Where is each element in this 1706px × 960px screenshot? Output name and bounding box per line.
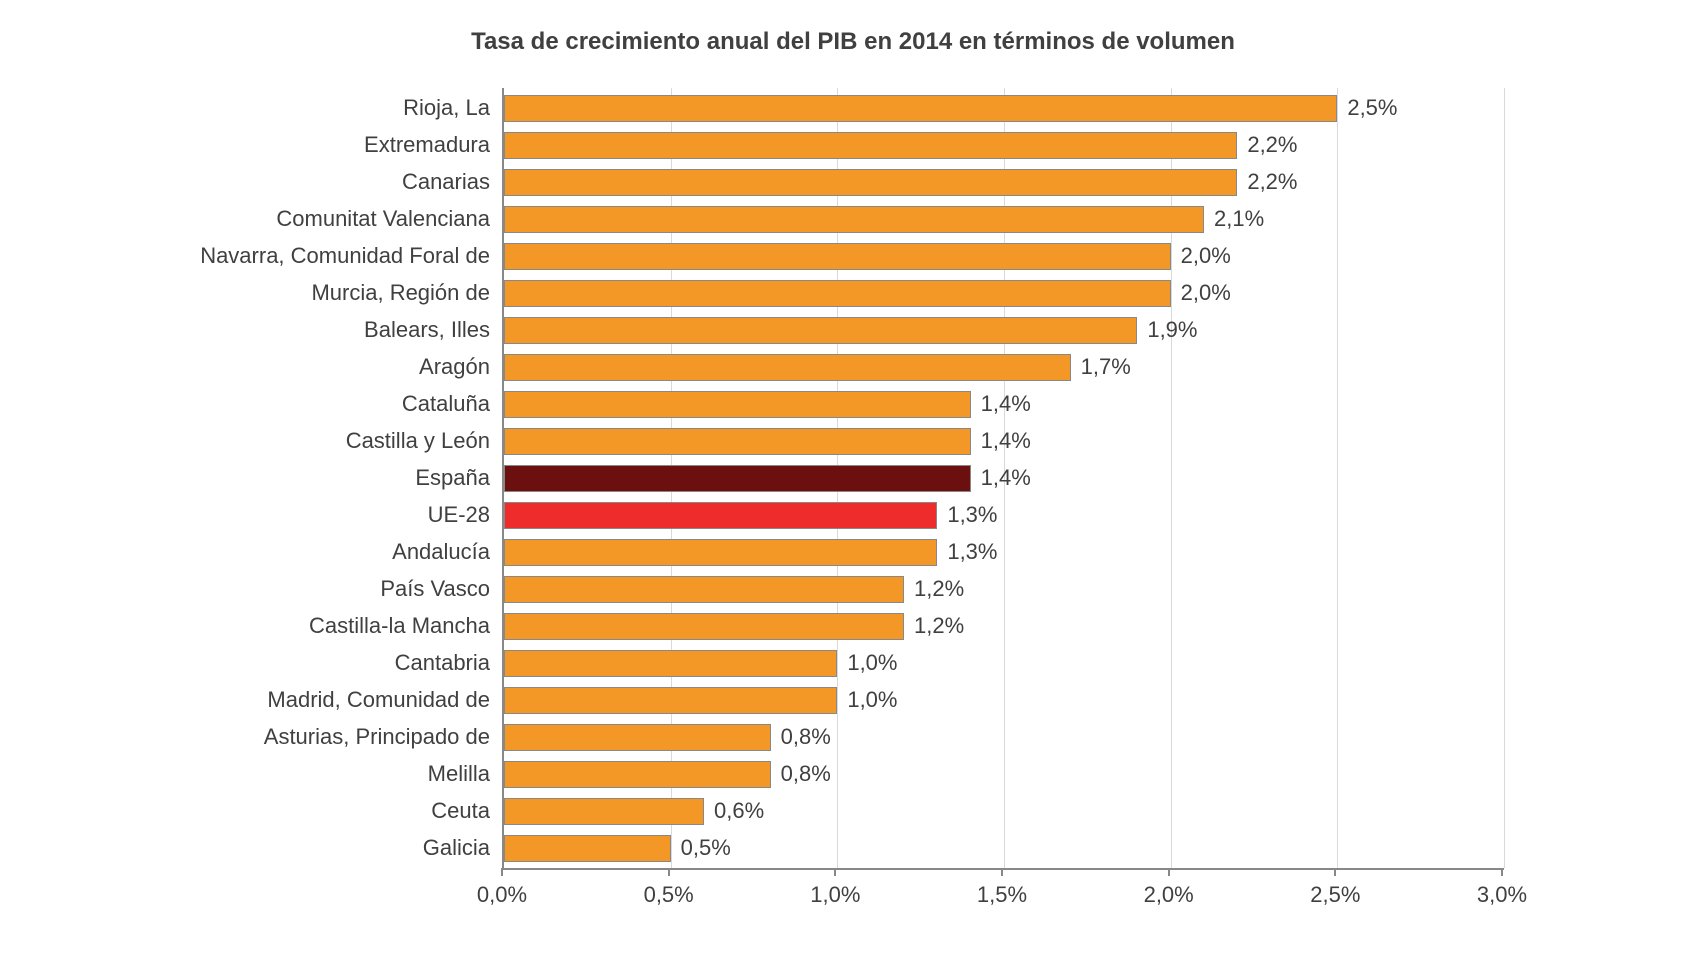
page: Tasa de crecimiento anual del PIB en 201… — [0, 0, 1706, 960]
value-label: 2,2% — [1247, 169, 1297, 195]
category-label: Aragón — [419, 354, 490, 380]
category-label: Canarias — [402, 169, 490, 195]
x-tick-label: 1,5% — [977, 882, 1027, 908]
category-label: Castilla-la Mancha — [309, 613, 490, 639]
value-label: 0,8% — [781, 724, 831, 750]
bar — [504, 354, 1071, 381]
plot-area: 2,5% 2,2% 2,2% 2,1% 2,0% 2,0% 1,9% 1,7% 1,4% 1,4%… — [502, 88, 1504, 870]
bar — [504, 835, 671, 862]
bar — [504, 243, 1171, 270]
category-label: España — [415, 465, 490, 491]
category-label: Andalucía — [392, 539, 490, 565]
category-label: Melilla — [428, 761, 490, 787]
grid-line — [1337, 88, 1338, 868]
grid-line — [1504, 88, 1505, 868]
category-label: Ceuta — [431, 798, 490, 824]
category-label: Cataluña — [402, 391, 490, 417]
value-label: 1,3% — [947, 502, 997, 528]
category-label: UE-28 — [428, 502, 490, 528]
bar — [504, 650, 837, 677]
category-label: Castilla y León — [346, 428, 490, 454]
category-label: Extremadura — [364, 132, 490, 158]
category-label: Rioja, La — [403, 95, 490, 121]
x-tick-label: 2,0% — [1144, 882, 1194, 908]
value-label: 2,2% — [1247, 132, 1297, 158]
x-tick-mark — [1001, 868, 1003, 876]
x-tick-mark — [834, 868, 836, 876]
x-tick-label: 1,0% — [810, 882, 860, 908]
value-label: 0,5% — [681, 835, 731, 861]
bar — [504, 465, 971, 492]
x-tick-mark — [668, 868, 670, 876]
value-label: 2,1% — [1214, 206, 1264, 232]
category-label: Balears, Illes — [364, 317, 490, 343]
bar — [504, 724, 771, 751]
bar — [504, 391, 971, 418]
category-label: Galicia — [423, 835, 490, 861]
x-tick-label: 0,0% — [477, 882, 527, 908]
category-label: Murcia, Región de — [311, 280, 490, 306]
bar — [504, 95, 1337, 122]
bar — [504, 317, 1137, 344]
value-label: 2,5% — [1347, 95, 1397, 121]
bar — [504, 613, 904, 640]
category-label: País Vasco — [380, 576, 490, 602]
category-label: Comunitat Valenciana — [276, 206, 490, 232]
x-tick-label: 3,0% — [1477, 882, 1527, 908]
x-tick-mark — [1334, 868, 1336, 876]
value-label: 2,0% — [1181, 243, 1231, 269]
bar — [504, 280, 1171, 307]
bar — [504, 576, 904, 603]
chart-title: Tasa de crecimiento anual del PIB en 201… — [0, 28, 1706, 56]
value-label: 1,0% — [847, 687, 897, 713]
bar — [504, 687, 837, 714]
bar — [504, 132, 1237, 159]
value-label: 1,3% — [947, 539, 997, 565]
value-label: 2,0% — [1181, 280, 1231, 306]
value-label: 1,2% — [914, 613, 964, 639]
bar — [504, 539, 937, 566]
category-label: Asturias, Principado de — [264, 724, 490, 750]
value-label: 1,7% — [1081, 354, 1131, 380]
category-label: Cantabria — [395, 650, 490, 676]
value-label: 0,8% — [781, 761, 831, 787]
chart: Rioja, La Extremadura Canarias Comunitat Va… — [160, 88, 1546, 918]
bar — [504, 761, 771, 788]
category-label: Navarra, Comunidad Foral de — [200, 243, 490, 269]
bar — [504, 428, 971, 455]
x-tick-mark — [1501, 868, 1503, 876]
value-label: 1,9% — [1147, 317, 1197, 343]
bar — [504, 206, 1204, 233]
bar — [504, 798, 704, 825]
x-tick-label: 2,5% — [1310, 882, 1360, 908]
bar — [504, 169, 1237, 196]
x-tick-label: 0,5% — [644, 882, 694, 908]
bar — [504, 502, 937, 529]
value-label: 1,4% — [981, 391, 1031, 417]
value-label: 1,2% — [914, 576, 964, 602]
x-tick-mark — [1168, 868, 1170, 876]
x-tick-mark — [501, 868, 503, 876]
value-label: 0,6% — [714, 798, 764, 824]
value-label: 1,0% — [847, 650, 897, 676]
category-label: Madrid, Comunidad de — [267, 687, 490, 713]
value-label: 1,4% — [981, 465, 1031, 491]
y-axis-labels: Rioja, La Extremadura Canarias Comunitat Va… — [160, 88, 490, 918]
value-label: 1,4% — [981, 428, 1031, 454]
